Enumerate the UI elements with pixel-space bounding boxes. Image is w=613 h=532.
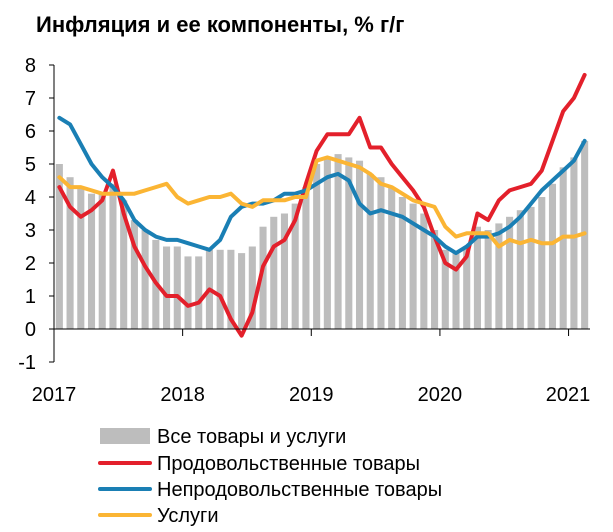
bar-15	[216, 249, 224, 329]
bar-48	[570, 157, 578, 329]
legend-label-1: Продовольственные товары	[157, 453, 420, 475]
bar-8	[141, 230, 149, 329]
bar-29	[366, 173, 374, 329]
bar-45	[538, 197, 546, 329]
bar-35	[431, 230, 439, 329]
bar-25	[323, 157, 331, 329]
y-tick-label: -1	[18, 352, 36, 374]
bar-34	[420, 213, 428, 329]
y-tick-label: 4	[25, 187, 36, 209]
bar-19	[259, 226, 267, 329]
bar-20	[270, 216, 278, 329]
y-tick-label: 6	[25, 121, 36, 143]
bar-11	[173, 246, 181, 329]
bar-37	[452, 253, 460, 329]
y-tick-label: 2	[25, 253, 36, 275]
bar-12	[184, 256, 192, 329]
legend-swatch-0	[100, 428, 150, 444]
bar-43	[516, 210, 524, 329]
bar-46	[548, 183, 557, 329]
line-series-3	[57, 155, 587, 249]
bar-7	[130, 220, 138, 329]
y-tick-label: 8	[25, 55, 36, 77]
bar-31	[388, 187, 396, 329]
y-tick-label: 5	[25, 154, 36, 176]
line-series-2	[57, 115, 587, 256]
bar-33	[409, 203, 417, 329]
bar-series	[55, 140, 589, 329]
bar-36	[441, 249, 449, 329]
bar-32	[398, 197, 406, 329]
legend-label-3: Услуги	[157, 505, 219, 527]
bar-13	[195, 256, 203, 329]
bar-10	[163, 246, 171, 329]
bar-6	[120, 200, 128, 329]
bar-27	[345, 157, 353, 329]
line-series-1	[57, 72, 587, 338]
bar-39	[473, 226, 481, 329]
bar-1	[66, 177, 74, 329]
y-tick-label: 7	[25, 88, 36, 110]
legend-label-2: Непродовольственные товары	[157, 479, 442, 501]
bar-42	[506, 216, 514, 329]
bar-5	[109, 183, 117, 329]
bar-38	[463, 246, 471, 329]
bar-28	[355, 160, 364, 329]
bar-40	[484, 230, 492, 329]
y-tick-label: 1	[25, 286, 36, 308]
bar-16	[227, 249, 235, 329]
bar-4	[98, 193, 106, 329]
y-tick-label: 0	[25, 319, 36, 341]
y-tick-label: 3	[25, 220, 36, 242]
bar-23	[302, 187, 310, 329]
legend: Все товары и услуги Продовольственные тов…	[98, 426, 442, 527]
line-series-group	[57, 72, 587, 338]
x-tick-label: 2021	[546, 384, 591, 406]
bar-3	[87, 193, 96, 329]
legend-label-0: Все товары и услуги	[157, 426, 346, 448]
bar-17	[238, 253, 246, 329]
bar-22	[291, 203, 299, 329]
x-tick-label: 2017	[32, 384, 77, 406]
x-tick-label: 2020	[418, 384, 463, 406]
bar-2	[77, 187, 85, 329]
axes: 8 7 6 5 4 3 2 1 0 -1 2017 2018 2019 2020 2021	[18, 55, 590, 406]
bar-21	[280, 213, 289, 329]
x-tick-label: 2018	[160, 384, 205, 406]
bar-30	[377, 177, 385, 329]
x-tick-label: 2019	[289, 384, 334, 406]
bar-41	[495, 223, 503, 329]
bar-47	[559, 167, 567, 329]
chart-title: Инфляция и ее компоненты, % г/г	[36, 12, 404, 37]
bar-0	[55, 164, 63, 329]
bar-44	[527, 206, 535, 329]
bar-26	[334, 154, 342, 329]
bar-18	[248, 246, 256, 329]
bar-24	[313, 164, 321, 329]
